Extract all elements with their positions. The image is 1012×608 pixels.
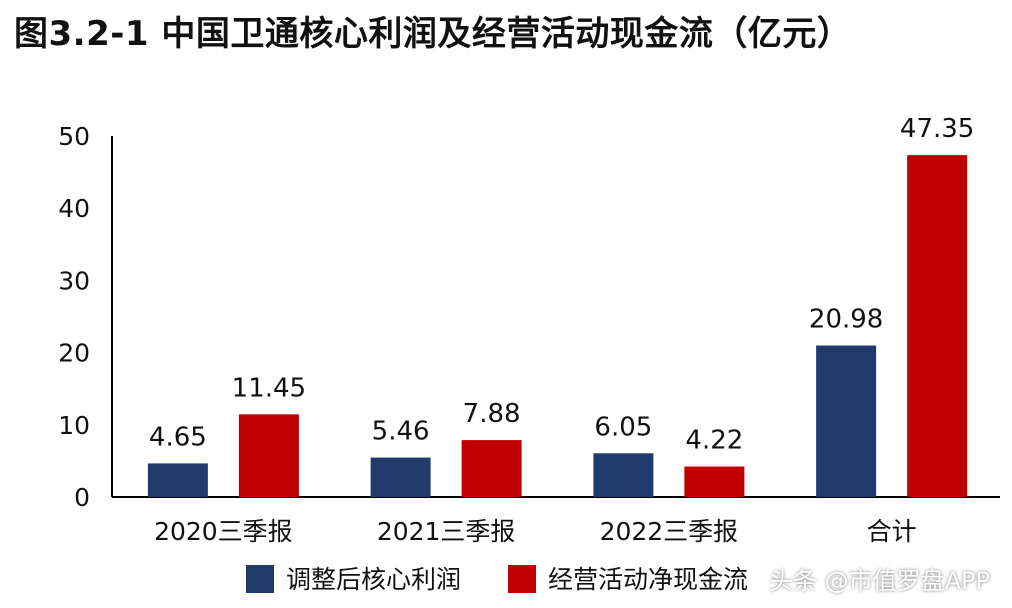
bar-operating-cashflow [461,440,522,497]
y-tick-label: 50 [58,122,90,151]
y-tick-label: 10 [58,411,90,440]
y-tick-label: 0 [74,483,90,512]
bar-operating-cashflow [238,414,299,497]
legend-operating-cashflow-swatch [508,565,536,593]
y-tick-label: 30 [58,266,90,295]
watermark: 头条 @市值罗盘APP [769,567,990,595]
data-label: 20.98 [809,305,883,335]
bar-core-profit [147,463,208,497]
data-label: 4.22 [685,426,743,456]
data-label: 47.35 [900,114,974,144]
bar-core-profit [593,453,654,497]
data-label: 4.65 [149,422,207,452]
legend-core-profit-label: 调整后核心利润 [286,565,461,594]
data-label: 11.45 [232,373,306,403]
data-label: 6.05 [594,412,652,442]
x-tick-label: 合计 [867,517,917,546]
y-tick-label: 40 [58,194,90,223]
bar-core-profit [816,345,877,497]
bar-operating-cashflow [684,466,745,497]
legend-operating-cashflow-label: 经营活动净现金流 [548,565,748,594]
data-label: 5.46 [372,417,430,447]
bar-operating-cashflow [907,155,968,497]
y-tick-label: 20 [58,339,90,368]
chart-title: 图3.2-1 中国卫通核心利润及经营活动现金流（亿元） [14,14,852,54]
legend-core-profit-swatch [246,565,274,593]
bar-core-profit [370,457,431,497]
x-tick-label: 2022三季报 [600,517,739,546]
x-tick-label: 2020三季报 [154,517,293,546]
data-label: 7.88 [463,399,521,429]
x-tick-label: 2021三季报 [377,517,516,546]
